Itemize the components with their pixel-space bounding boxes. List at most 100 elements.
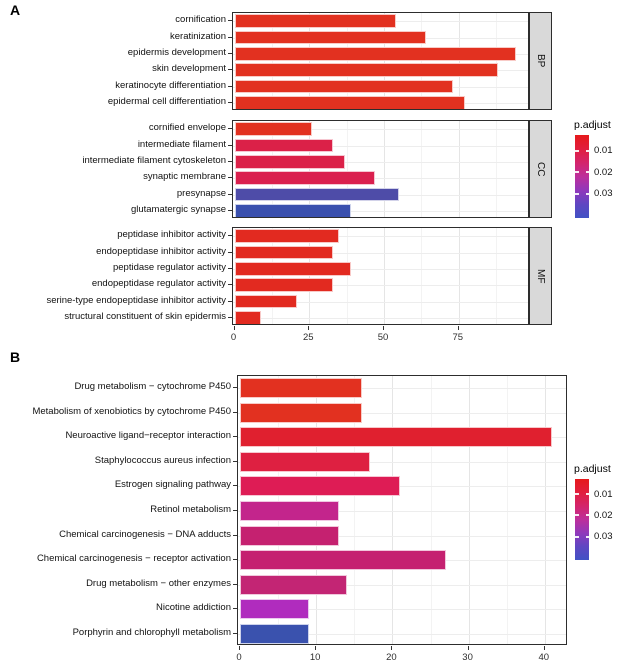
y-axis-tick xyxy=(228,144,232,146)
gridline-horizontal xyxy=(233,236,528,238)
x-axis-tick-label: 0 xyxy=(230,332,237,343)
y-axis-label: skin development xyxy=(152,63,226,75)
gridline-major xyxy=(544,376,546,644)
facet-strip-label: CC xyxy=(535,161,546,177)
gridline-minor xyxy=(346,13,348,109)
gridline-minor xyxy=(496,228,498,324)
legend-colorbar-tick xyxy=(585,171,589,174)
x-axis-tick xyxy=(315,646,317,650)
y-axis-tick xyxy=(233,436,237,438)
y-axis-label: Retinol metabolism xyxy=(150,504,231,515)
y-axis-tick xyxy=(233,411,237,413)
y-axis-tick xyxy=(228,177,232,179)
y-axis-label: epidermis development xyxy=(127,46,226,58)
legend-colorbar-tick xyxy=(575,535,579,538)
y-axis-label: peptidase inhibitor activity xyxy=(117,229,226,241)
gridline-horizontal xyxy=(238,461,566,463)
gridline-major xyxy=(384,121,385,217)
y-axis-tick xyxy=(228,284,232,286)
facet-strip-label: BP xyxy=(535,54,546,68)
y-axis-label: synaptic membrane xyxy=(143,171,226,183)
gridline-horizontal xyxy=(233,161,528,163)
y-axis-label: keratinocyte differentiation xyxy=(115,79,226,91)
gridline-minor xyxy=(421,121,423,217)
gridline-horizontal xyxy=(238,388,566,390)
legend-colorbar xyxy=(575,135,589,218)
gridline-major xyxy=(309,13,311,109)
plot-panel-b xyxy=(237,375,567,645)
y-axis-label: presynapse xyxy=(176,187,226,199)
gridline-horizontal xyxy=(238,486,566,488)
y-axis-tick xyxy=(228,20,232,22)
x-axis-tick xyxy=(543,646,545,650)
legend-colorbar-tick xyxy=(585,535,589,538)
legend-colorbar-tick xyxy=(575,149,579,152)
gridline-horizontal xyxy=(233,37,528,39)
gridline-horizontal xyxy=(238,584,566,586)
y-axis-tick xyxy=(228,316,232,318)
gridline-horizontal xyxy=(233,145,528,147)
legend-title: p.adjust xyxy=(574,119,611,131)
y-axis-tick xyxy=(228,101,232,103)
gridline-horizontal xyxy=(233,178,528,180)
bar xyxy=(234,138,334,153)
bar xyxy=(234,278,334,292)
bar xyxy=(240,476,401,497)
bar xyxy=(234,262,352,276)
gridline-horizontal xyxy=(238,511,566,512)
legend-colorbar-tick xyxy=(585,493,589,496)
gridline-horizontal xyxy=(238,437,566,439)
bar xyxy=(234,294,298,309)
legend-colorbar xyxy=(575,479,589,560)
bar xyxy=(240,574,347,595)
bar xyxy=(234,187,399,202)
y-axis-tick xyxy=(228,267,232,269)
bar xyxy=(234,96,465,109)
x-axis-tick-label: 40 xyxy=(538,652,550,663)
gridline-minor xyxy=(278,376,280,644)
gridline-minor xyxy=(506,376,508,644)
gridline-horizontal xyxy=(233,210,528,212)
y-axis-label: cornification xyxy=(175,14,226,26)
gridline-horizontal xyxy=(238,633,566,635)
gridline-horizontal xyxy=(233,252,528,254)
x-axis-tick xyxy=(467,646,469,650)
bar xyxy=(240,378,362,399)
gridline-minor xyxy=(421,13,423,109)
legend-colorbar-tick xyxy=(575,171,579,174)
facet-strip-bp: BP xyxy=(529,12,552,110)
y-axis-label: epidermal cell differentiation xyxy=(107,95,226,107)
x-axis-tick-label: 25 xyxy=(302,332,314,343)
gridline-major xyxy=(458,228,460,324)
gridline-major xyxy=(316,376,318,644)
y-axis-label: glutamatergic synapse xyxy=(130,203,226,215)
y-axis-tick xyxy=(233,485,237,487)
gridline-minor xyxy=(346,121,348,217)
x-axis-tick xyxy=(233,326,235,330)
gridline-minor xyxy=(271,121,273,217)
gridline-minor xyxy=(346,228,348,324)
bar xyxy=(240,550,446,571)
y-axis-label: intermediate filament cytoskeleton xyxy=(82,154,226,166)
x-axis-tick xyxy=(391,646,393,650)
gridline-horizontal xyxy=(233,129,528,131)
bar xyxy=(234,229,340,243)
legend-tick-label: 0.01 xyxy=(594,488,613,500)
legend-tick-label: 0.02 xyxy=(594,509,613,521)
bar xyxy=(240,599,309,620)
y-axis-label: intermediate filament xyxy=(137,138,226,150)
y-axis-tick xyxy=(228,160,232,162)
y-axis-tick xyxy=(228,193,232,195)
y-axis-tick xyxy=(228,36,232,38)
legend-colorbar-tick xyxy=(585,192,589,195)
facet-mf xyxy=(232,227,529,325)
y-axis-label: Neuroactive ligand−receptor interaction xyxy=(65,430,231,442)
legend-tick-label: 0.01 xyxy=(594,145,613,157)
y-axis-label: structural constituent of skin epidermis xyxy=(64,310,226,322)
legend-colorbar-tick xyxy=(585,149,589,152)
y-axis-label: endopeptidase inhibitor activity xyxy=(96,245,226,257)
legend-tick-label: 0.03 xyxy=(594,188,613,200)
gridline-horizontal xyxy=(233,53,528,55)
